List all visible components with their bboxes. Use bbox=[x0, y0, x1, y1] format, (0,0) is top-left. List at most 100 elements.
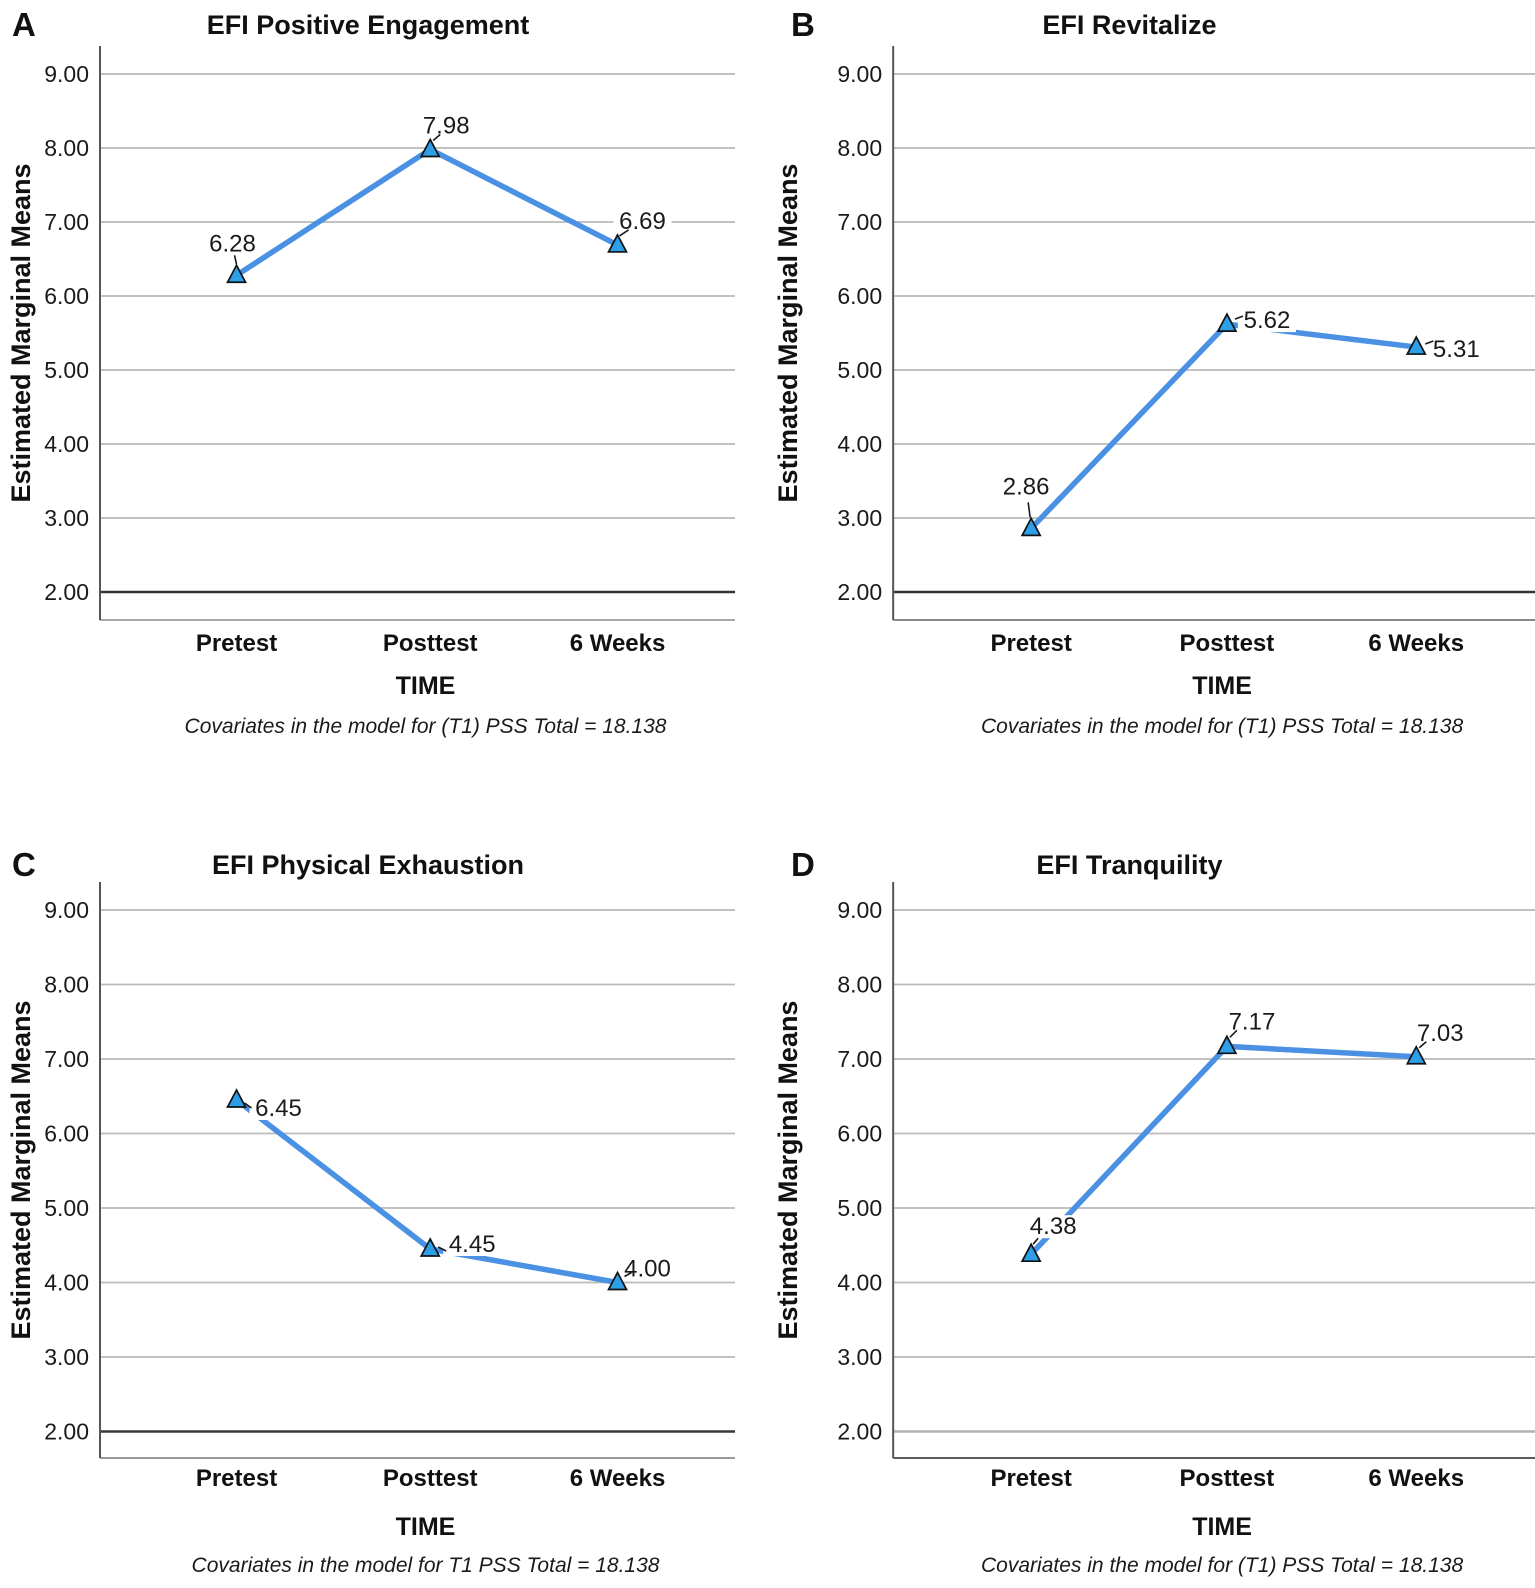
data-point-marker bbox=[226, 263, 247, 284]
x-category-label: 6 Weeks bbox=[570, 630, 666, 657]
y-tick-label: 7.00 bbox=[837, 209, 882, 235]
panel-letter: B bbox=[791, 6, 815, 43]
y-tick-label: 7.00 bbox=[44, 1046, 89, 1072]
label-leader-line bbox=[1027, 502, 1031, 518]
data-label-background bbox=[1222, 1010, 1281, 1034]
y-tick-label: 2.00 bbox=[837, 1419, 882, 1445]
y-tick-label: 9.00 bbox=[837, 897, 882, 923]
data-label-background bbox=[1237, 309, 1297, 333]
y-tick-label: 3.00 bbox=[44, 505, 89, 531]
y-tick-label: 9.00 bbox=[44, 61, 89, 87]
chart-title: EFI Tranquility bbox=[1036, 850, 1222, 880]
covariates-caption: Covariates in the model for (T1) PSS Tot… bbox=[981, 1554, 1464, 1577]
data-label-background bbox=[1024, 1215, 1083, 1239]
data-label-background bbox=[618, 1257, 677, 1281]
y-tick-label: 4.00 bbox=[44, 431, 89, 457]
data-point-marker bbox=[1216, 312, 1238, 332]
x-category-label: Pretest bbox=[196, 1465, 277, 1492]
panel-B-chart: 9.00 8.00 7.00 6.00 5.00 4.00 3.00 2.00 2.86 5.62… bbox=[773, 6, 1535, 738]
data-point-marker bbox=[1020, 1242, 1042, 1263]
y-tick-label: 4.00 bbox=[837, 431, 882, 457]
y-tick-label: 8.00 bbox=[44, 972, 89, 998]
label-leader-line bbox=[1032, 1237, 1039, 1245]
y-tick-label: 7.00 bbox=[44, 209, 89, 235]
panel-letter: A bbox=[12, 6, 36, 43]
y-tick-label: 5.00 bbox=[837, 1195, 882, 1221]
label-leader-line bbox=[1424, 340, 1434, 345]
data-point-marker bbox=[1020, 516, 1042, 537]
data-label-background bbox=[417, 114, 476, 138]
y-tick-label: 6.00 bbox=[837, 283, 882, 309]
data-label-background bbox=[1411, 1021, 1470, 1045]
y-tick-label: 3.00 bbox=[44, 1344, 89, 1370]
data-label-background bbox=[203, 232, 262, 256]
x-category-label: Posttest bbox=[1180, 630, 1275, 657]
x-category-label: Posttest bbox=[383, 630, 478, 657]
panel-letter: D bbox=[791, 846, 815, 883]
panel-D: 9.00 8.00 7.00 6.00 5.00 4.00 3.00 2.00 4.38 7.17… bbox=[767, 794, 1535, 1588]
y-tick-label: 3.00 bbox=[837, 505, 882, 531]
label-leader-line bbox=[1418, 1041, 1427, 1049]
panel-C-chart: 9.00 8.00 7.00 6.00 5.00 4.00 3.00 2.00 6.45 4.45… bbox=[6, 846, 735, 1577]
chart-title: EFI Physical Exhaustion bbox=[212, 850, 524, 880]
data-point-label: 2.86 bbox=[1003, 473, 1050, 500]
series-line bbox=[233, 146, 621, 279]
y-tick-label: 4.00 bbox=[837, 1270, 882, 1296]
y-tick-label: 6.00 bbox=[837, 1121, 882, 1147]
y-axis-title: Estimated Marginal Means bbox=[773, 1001, 803, 1340]
y-tick-label: 5.00 bbox=[837, 357, 882, 383]
covariates-caption: Covariates in the model for (T1) PSS Tot… bbox=[981, 715, 1464, 738]
data-point-marker bbox=[419, 1237, 441, 1257]
data-point-label: 7.98 bbox=[423, 112, 470, 139]
label-leader-line bbox=[624, 1271, 632, 1278]
label-leader-line bbox=[437, 1246, 447, 1252]
data-point-marker bbox=[226, 1088, 247, 1108]
label-leader-line bbox=[1234, 315, 1244, 320]
data-point-label: 4.38 bbox=[1030, 1213, 1077, 1240]
label-leader-line bbox=[619, 229, 629, 237]
panel-A: 9.00 8.00 7.00 6.00 5.00 4.00 3.00 2.00 6.28 7.98… bbox=[0, 0, 767, 794]
label-leader-line bbox=[432, 133, 441, 142]
x-category-label: Pretest bbox=[990, 1465, 1071, 1492]
panel-C: 9.00 8.00 7.00 6.00 5.00 4.00 3.00 2.00 6.45 4.45… bbox=[0, 794, 767, 1588]
y-tick-label: 8.00 bbox=[837, 972, 882, 998]
x-axis-title: TIME bbox=[396, 1513, 456, 1541]
chart-title: EFI Revitalize bbox=[1042, 10, 1216, 40]
data-point-marker bbox=[1216, 1034, 1238, 1055]
y-tick-label: 3.00 bbox=[837, 1344, 882, 1370]
x-axis-title: TIME bbox=[396, 672, 456, 700]
panel-B: 9.00 8.00 7.00 6.00 5.00 4.00 3.00 2.00 2.86 5.62… bbox=[767, 0, 1535, 794]
y-tick-label: 8.00 bbox=[44, 135, 89, 161]
y-tick-label: 2.00 bbox=[44, 579, 89, 605]
data-point-label: 4.00 bbox=[624, 1256, 671, 1283]
y-tick-label: 2.00 bbox=[837, 579, 882, 605]
data-label-background bbox=[997, 475, 1056, 499]
data-point-label: 5.62 bbox=[1244, 307, 1291, 334]
data-point-marker bbox=[1405, 1044, 1427, 1065]
data-point-marker bbox=[607, 1270, 628, 1291]
x-category-label: Pretest bbox=[990, 630, 1071, 657]
data-point-marker bbox=[419, 137, 441, 158]
panel-letter: C bbox=[12, 846, 36, 883]
series-line bbox=[1028, 1043, 1420, 1257]
data-point-label: 7.17 bbox=[1229, 1008, 1276, 1035]
covariates-caption: Covariates in the model for (T1) PSS Tot… bbox=[185, 715, 667, 738]
label-leader-line bbox=[1229, 1029, 1238, 1038]
data-point-label: 7.03 bbox=[1417, 1020, 1464, 1047]
y-tick-label: 9.00 bbox=[837, 61, 882, 87]
label-leader-line bbox=[244, 1102, 252, 1109]
y-axis-title: Estimated Marginal Means bbox=[6, 1000, 36, 1339]
x-category-label: Posttest bbox=[1180, 1465, 1275, 1492]
panel-D-chart: 9.00 8.00 7.00 6.00 5.00 4.00 3.00 2.00 4.38 7.17… bbox=[773, 846, 1535, 1577]
data-point-label: 4.45 bbox=[449, 1231, 496, 1258]
y-axis-title: Estimated Marginal Means bbox=[6, 163, 36, 502]
data-point-marker bbox=[607, 233, 628, 253]
data-point-label: 6.45 bbox=[255, 1095, 302, 1122]
data-label-background bbox=[443, 1232, 502, 1256]
covariates-caption: Covariates in the model for T1 PSS Total… bbox=[192, 1554, 660, 1577]
x-category-label: Pretest bbox=[196, 630, 277, 657]
y-tick-label: 5.00 bbox=[44, 1195, 89, 1221]
data-label-background bbox=[613, 209, 672, 233]
y-axis-title: Estimated Marginal Means bbox=[773, 164, 803, 503]
data-label-background bbox=[249, 1096, 308, 1120]
